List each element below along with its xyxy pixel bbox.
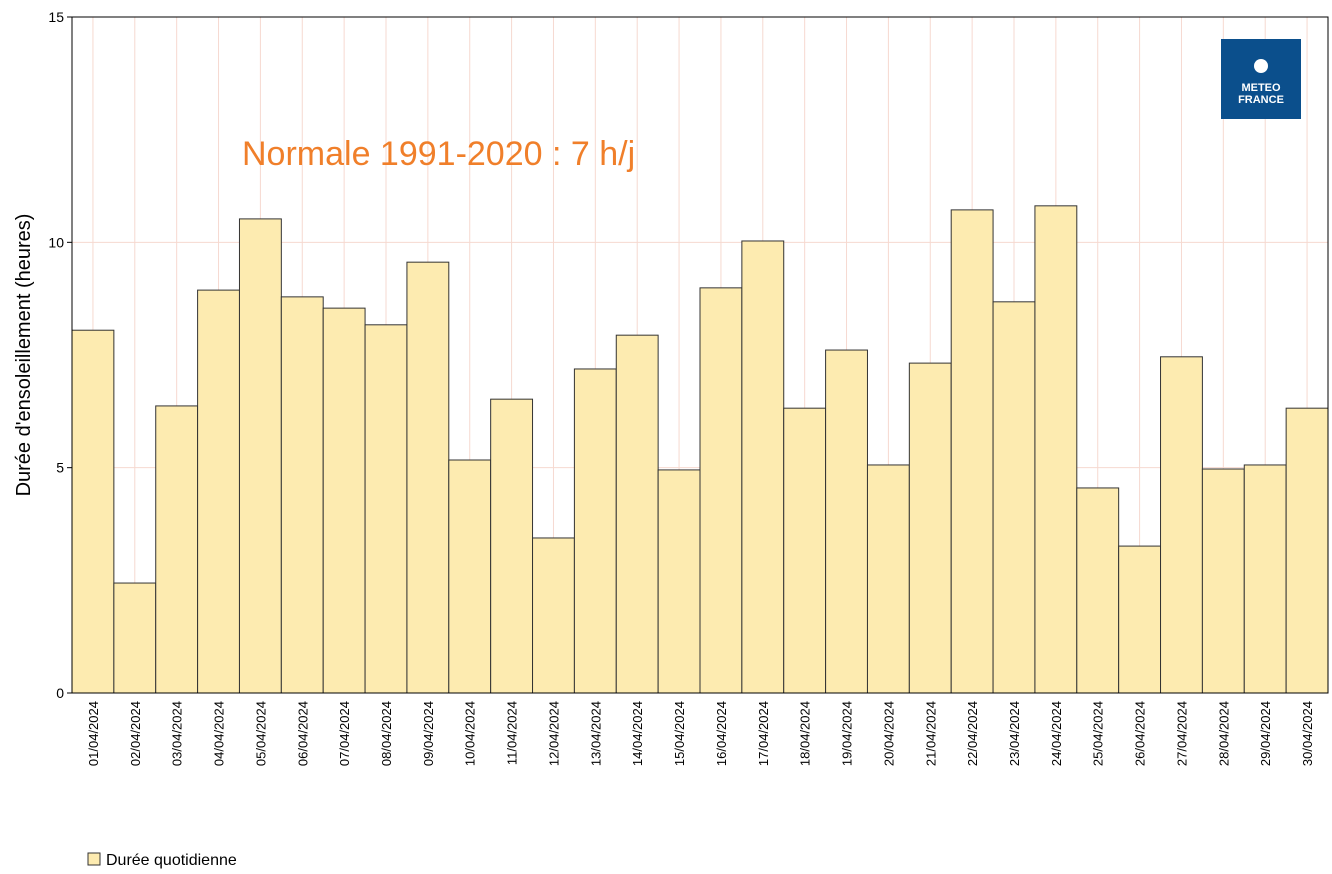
legend-swatch: [87, 852, 101, 866]
logo-text: FRANCE: [1238, 94, 1284, 106]
x-tick-label: 09/04/2024: [421, 701, 436, 766]
bar: [992, 301, 1036, 694]
bar: [155, 405, 199, 694]
x-tick-label: 07/04/2024: [337, 701, 352, 766]
x-tick-label: 21/04/2024: [923, 701, 938, 766]
bar: [1034, 205, 1078, 694]
bar: [908, 362, 952, 694]
x-tick-label: 04/04/2024: [212, 701, 227, 766]
bar: [741, 240, 785, 694]
bar: [322, 307, 366, 694]
bar: [364, 324, 408, 694]
y-tick-label: 0: [56, 685, 64, 701]
bar: [825, 349, 868, 694]
x-tick-label: 02/04/2024: [128, 701, 143, 766]
x-tick-label: 06/04/2024: [295, 701, 310, 766]
annotation: Normale 1991-2020 : 7 h/j: [242, 135, 635, 173]
x-tick-label: 22/04/2024: [965, 701, 980, 766]
bar: [783, 407, 827, 694]
y-tick-label: 15: [48, 9, 64, 25]
x-tick-label: 08/04/2024: [379, 701, 394, 766]
y-axis-label: Durée d'ensoleillement (heures): [13, 214, 35, 497]
x-tick-label: 12/04/2024: [546, 701, 561, 766]
x-tick-label: 24/04/2024: [1049, 701, 1064, 766]
bar: [1243, 464, 1287, 694]
bar: [532, 537, 575, 694]
bar: [1160, 356, 1203, 694]
x-tick-label: 11/04/2024: [505, 701, 520, 765]
bar: [406, 261, 450, 694]
bar: [448, 459, 492, 694]
bar: [238, 218, 282, 694]
x-tick-label: 30/04/2024: [1300, 701, 1315, 766]
x-tick-label: 25/04/2024: [1091, 701, 1106, 766]
legend-label: Durée quotidienne: [106, 852, 237, 869]
x-tick-label: 10/04/2024: [463, 701, 478, 766]
bar: [699, 287, 743, 694]
bar: [1285, 407, 1329, 694]
x-tick-label: 27/04/2024: [1174, 701, 1189, 766]
bar: [573, 368, 617, 694]
logo: [1221, 39, 1301, 119]
bar: [866, 464, 910, 694]
x-tick-label: 17/04/2024: [756, 701, 771, 766]
bar: [71, 329, 115, 694]
x-tick-label: 01/04/2024: [86, 701, 101, 766]
y-tick-label: 10: [48, 234, 64, 250]
bar: [113, 582, 157, 694]
x-tick-label: 28/04/2024: [1216, 701, 1231, 766]
logo-text: METEO: [1241, 82, 1281, 94]
x-tick-label: 05/04/2024: [253, 701, 268, 766]
x-tick-label: 03/04/2024: [170, 701, 185, 766]
bar: [490, 398, 534, 694]
bar: [197, 289, 240, 694]
bar: [657, 469, 701, 694]
bar: [615, 334, 659, 694]
y-tick-label: 5: [56, 460, 64, 476]
x-tick-label: 20/04/2024: [881, 701, 896, 766]
bar: [280, 296, 324, 694]
bar: [1118, 545, 1162, 694]
x-tick-label: 15/04/2024: [672, 701, 687, 766]
bar: [1201, 468, 1245, 694]
x-tick-label: 29/04/2024: [1258, 701, 1273, 766]
x-tick-label: 23/04/2024: [1007, 701, 1022, 766]
plot-frame: [71, 16, 1329, 694]
x-tick-label: 13/04/2024: [588, 701, 603, 766]
logo-icon: [1254, 59, 1268, 73]
x-tick-label: 16/04/2024: [714, 701, 729, 766]
x-tick-label: 18/04/2024: [798, 701, 813, 766]
x-tick-label: 14/04/2024: [630, 701, 645, 766]
x-tick-label: 19/04/2024: [840, 701, 855, 766]
x-tick-label: 26/04/2024: [1133, 701, 1148, 766]
bar: [1076, 487, 1120, 694]
bar: [950, 209, 994, 694]
